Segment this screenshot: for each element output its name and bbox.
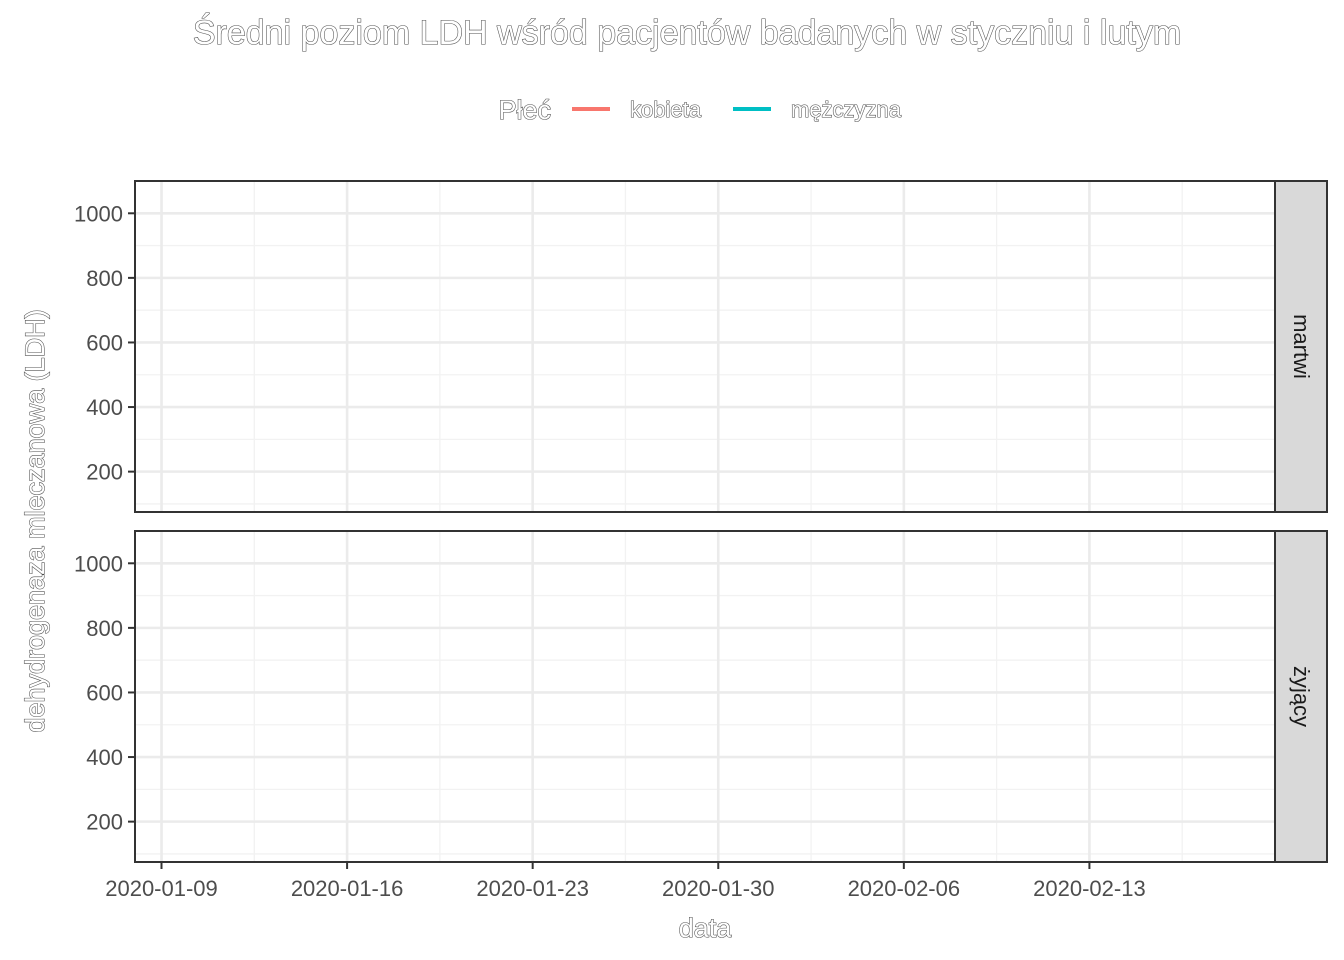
facet-strip-label: martwi: [1289, 314, 1314, 379]
y-tick-label: 200: [86, 460, 123, 485]
chart-title: Średni poziom LDH wśród pacjentów badany…: [193, 13, 1181, 52]
panel-background: [135, 181, 1275, 512]
x-axis: 2020-01-09 2020-01-16 2020-01-23 2020-01-30…: [105, 862, 1146, 901]
y-tick-label: 200: [86, 810, 123, 835]
facet-strip-label: żyjący: [1289, 666, 1314, 727]
x-tick-label: 2020-01-23: [476, 876, 589, 901]
facet-strip: [1274, 530, 1328, 863]
y-tick-label: 400: [86, 395, 123, 420]
y-tick-label: 400: [86, 745, 123, 770]
legend-label-kobieta: kobieta: [630, 97, 702, 122]
y-tick-label: 600: [86, 330, 123, 355]
y-tick-label: 800: [86, 266, 123, 291]
legend: Płeć kobieta mężczyzna: [498, 94, 902, 125]
y-tick-label: 600: [86, 680, 123, 705]
x-tick-label: 2020-01-30: [662, 876, 775, 901]
x-tick-label: 2020-01-09: [105, 876, 218, 901]
x-tick-label: 2020-02-13: [1033, 876, 1146, 901]
facet-panel-zyjacy: 200 400 600 800 1000 żyjący: [74, 530, 1328, 863]
legend-label-mezczyzna: mężczyzna: [791, 97, 902, 122]
x-tick-label: 2020-02-06: [848, 876, 961, 901]
y-tick-label: 800: [86, 616, 123, 641]
panel-background: [135, 531, 1275, 862]
y-tick-label: 1000: [74, 201, 123, 226]
x-tick-label: 2020-01-16: [291, 876, 404, 901]
facet-strip: [1274, 180, 1328, 513]
y-axis-title: dehydrogenaza mleczanowa (LDH): [20, 309, 50, 732]
facet-panel-martwi: 200 400 600 800 1000 martwi: [74, 180, 1328, 513]
x-axis-title: data: [679, 913, 733, 943]
legend-title: Płeć: [498, 95, 551, 125]
y-tick-label: 1000: [74, 551, 123, 576]
